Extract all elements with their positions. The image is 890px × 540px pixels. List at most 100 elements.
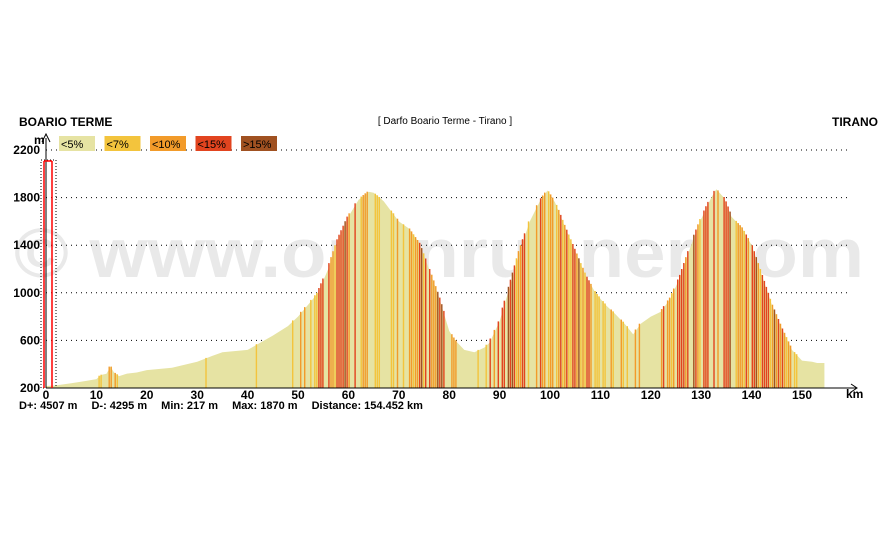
gradient-stripe — [556, 204, 558, 388]
gradient-stripe — [515, 258, 518, 388]
gradient-stripe — [668, 297, 671, 388]
gradient-stripe — [552, 197, 554, 388]
gradient-stripe — [519, 245, 522, 388]
gradient-stripe — [693, 234, 695, 388]
x-tick-20: 20 — [140, 388, 154, 402]
gradient-stripe — [671, 293, 673, 388]
legend-swatch-2 — [150, 136, 186, 151]
gradient-stripe — [777, 319, 780, 388]
y-axis-unit-label: m — [34, 133, 45, 147]
gradient-stripe — [705, 206, 707, 388]
legend-swatch-1 — [104, 136, 141, 151]
gradient-stripe — [366, 191, 368, 388]
position-cursor[interactable] — [40, 159, 57, 389]
gradient-stripe — [604, 303, 606, 388]
gradient-stripe — [787, 341, 790, 388]
gradient-stripe — [541, 195, 544, 388]
x-tick-50: 50 — [291, 388, 305, 402]
gradient-stripe — [527, 221, 530, 388]
gradient-stripe — [378, 197, 381, 388]
gradient-stripe — [775, 314, 778, 388]
gradient-stripe — [328, 263, 330, 388]
gradient-stripe — [477, 349, 479, 388]
x-tick-60: 60 — [342, 388, 356, 402]
gradient-stripe — [255, 344, 258, 388]
gradient-stripe — [316, 292, 318, 388]
gradient-stripe — [753, 251, 756, 388]
y-axis-arrow — [41, 132, 51, 143]
y-tick-2200: 2200 — [13, 143, 40, 157]
legend-swatch-3 — [195, 136, 232, 151]
gradient-stripe — [344, 221, 346, 388]
axes: km m — [34, 132, 863, 401]
legend-label-1: <7% — [107, 139, 130, 151]
gradient-stripe — [574, 248, 576, 388]
gradient-stripe — [584, 272, 586, 388]
gradient-stripe — [501, 307, 504, 388]
gradient-stripe — [596, 294, 598, 388]
gradient-stripe — [402, 224, 405, 388]
gradient-stripe — [566, 229, 568, 388]
gradient-stripe — [699, 219, 701, 388]
gradient-stripe — [419, 242, 421, 388]
gradient-stripe — [423, 253, 425, 388]
gradient-stripe — [562, 219, 564, 388]
gradient-stripe — [771, 304, 774, 388]
gradient-stripe — [340, 230, 342, 388]
gradient-stripe — [580, 263, 582, 388]
gradient-stripe — [747, 238, 750, 388]
gradient-stripe — [789, 345, 792, 388]
gradient-stripe — [660, 309, 663, 388]
gradient-stripe — [410, 231, 413, 388]
gradient-stripe — [598, 296, 600, 388]
gradient-stripe — [455, 340, 457, 388]
gradient-legend: <5% <7% <10% <15% >15% — [59, 136, 277, 151]
total-distance: Distance: 154.452 km — [311, 400, 423, 412]
gradient-stripe — [503, 300, 506, 388]
gradient-stripe — [723, 197, 725, 388]
gradient-stripe — [773, 309, 776, 388]
gradient-stripe — [364, 193, 366, 388]
gradient-stripe — [679, 274, 681, 388]
gradient-stripe — [332, 251, 334, 388]
gradient-stripe — [590, 283, 592, 388]
gradient-stripe — [485, 344, 487, 388]
x-tick-80: 80 — [443, 388, 457, 402]
gradient-stripe — [677, 279, 679, 388]
gradient-stripe — [735, 220, 737, 388]
gradient-stripe — [110, 366, 112, 388]
x-tick-140: 140 — [742, 388, 762, 402]
gradient-stripe — [796, 354, 798, 388]
gradient-stripe — [578, 258, 580, 388]
gradient-stripe — [360, 196, 362, 388]
gradient-stripe — [507, 286, 510, 388]
x-tick-70: 70 — [392, 388, 406, 402]
x-tick-110: 110 — [591, 388, 611, 402]
max-elevation: Max: 1870 m — [232, 400, 298, 412]
gradient-stripe — [761, 275, 764, 388]
gradient-stripe — [304, 307, 306, 388]
legend-swatch-4 — [241, 136, 277, 151]
cursor-frame[interactable] — [40, 159, 57, 389]
x-tick-30: 30 — [191, 388, 205, 402]
x-tick-100: 100 — [540, 388, 560, 402]
x-tick-0: 0 — [43, 388, 50, 402]
gradient-stripe — [560, 214, 562, 388]
gradient-stripe — [570, 239, 572, 388]
gradient-stripe — [683, 263, 685, 388]
legend-swatch-0 — [59, 136, 95, 151]
gradient-stripe — [781, 328, 784, 388]
gradient-stripe — [769, 298, 772, 388]
gradient-stripe — [544, 192, 546, 388]
gradient-stripe — [439, 297, 441, 388]
gradient-stripe — [727, 206, 729, 388]
gradient-stripe — [489, 338, 491, 388]
gradient-stripe — [392, 213, 395, 388]
gradient-stripe — [336, 239, 338, 388]
gradient-stripe — [638, 323, 641, 388]
x-tick-150: 150 — [792, 388, 812, 402]
gradient-stripe — [687, 251, 689, 388]
gradient-stripe — [421, 248, 423, 388]
gradient-stripe — [362, 195, 364, 388]
